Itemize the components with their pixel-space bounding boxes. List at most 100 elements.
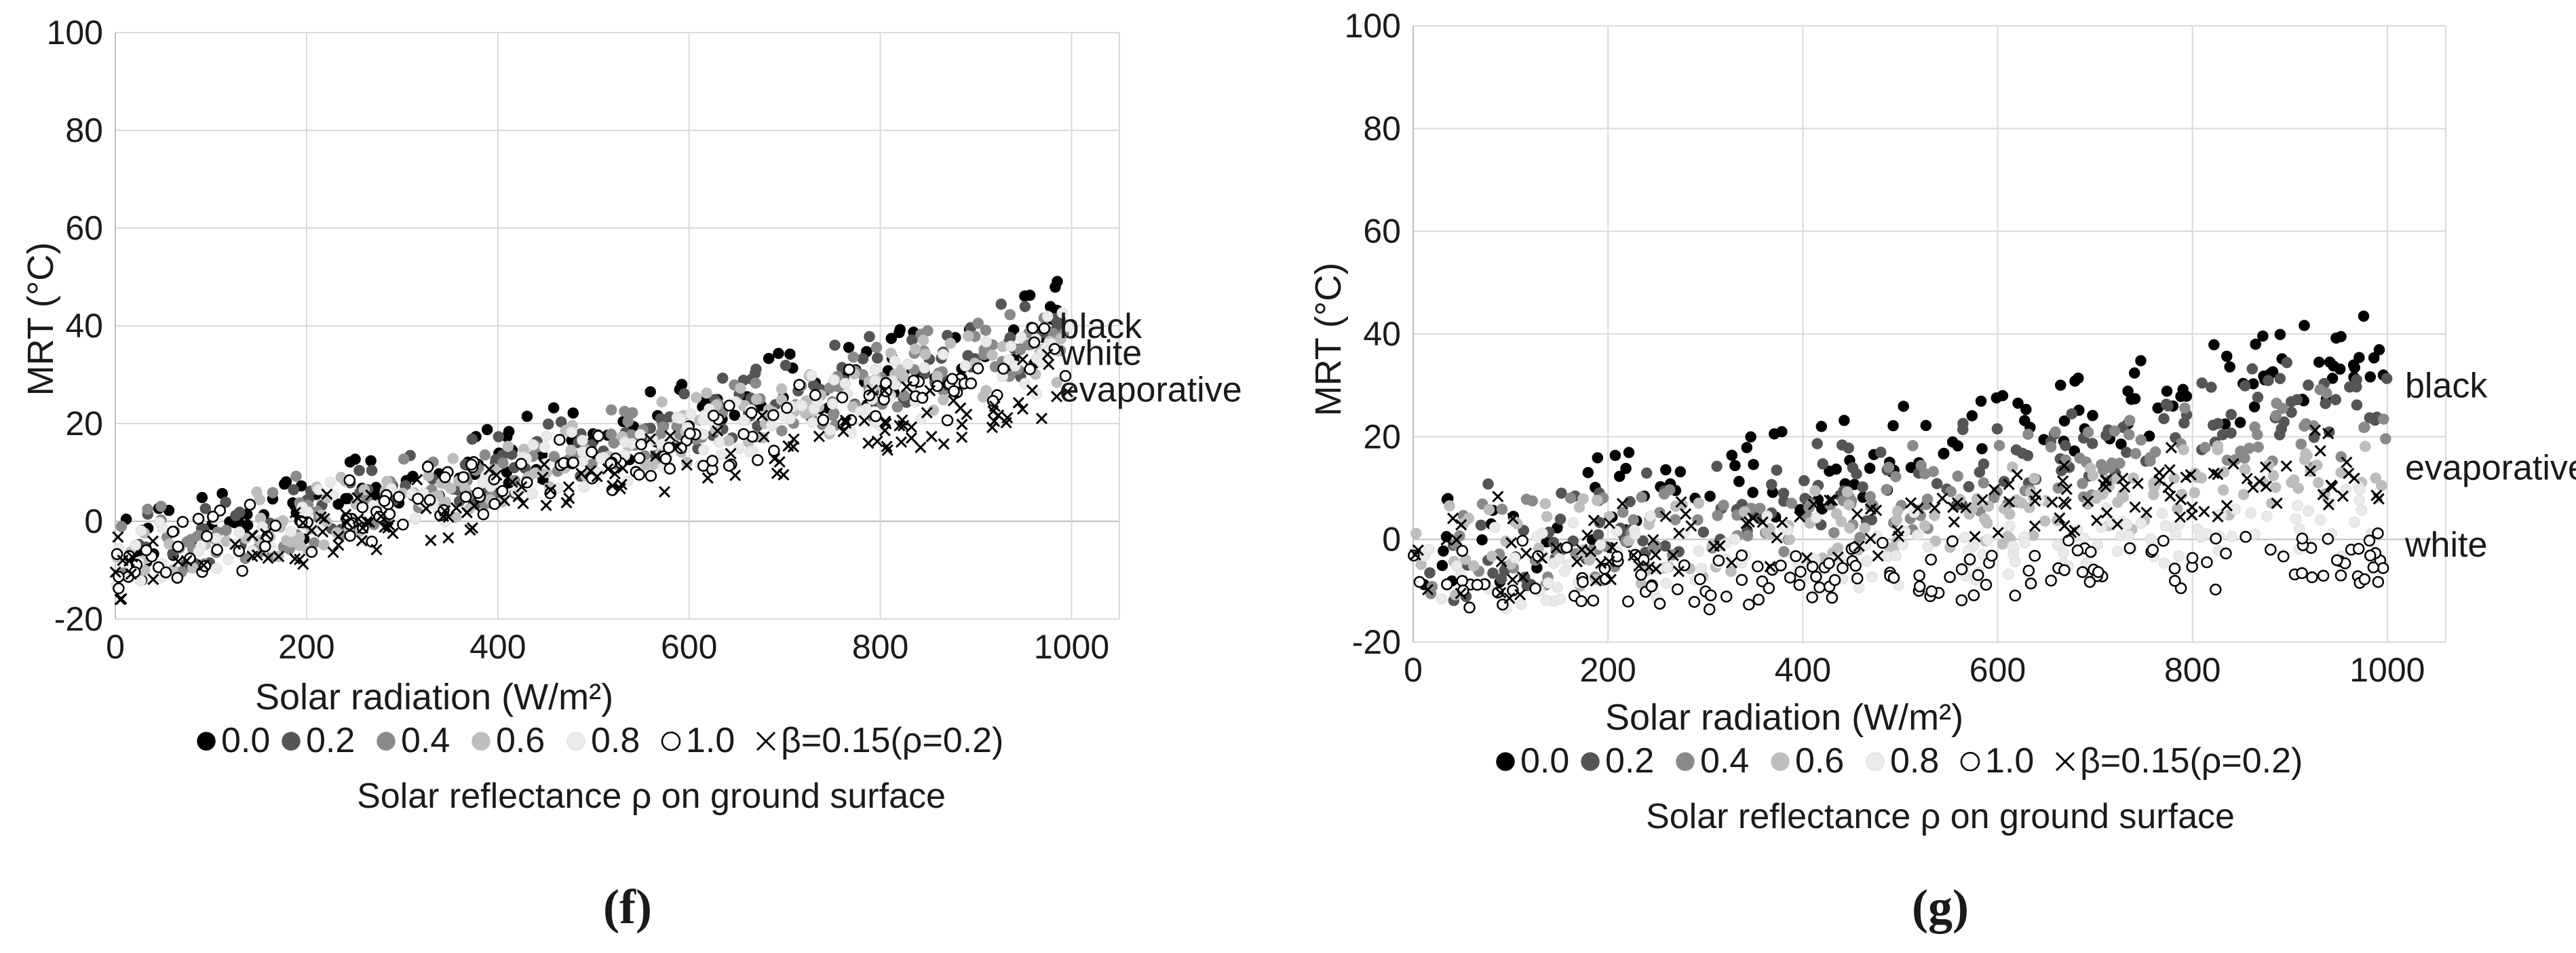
data-point-rho08	[2156, 508, 2168, 519]
data-point-rho10	[931, 379, 944, 392]
data-point-rho00	[1997, 390, 2009, 402]
data-point-beta	[2100, 506, 2113, 519]
data-point-beta	[871, 435, 883, 447]
data-point-beta	[1590, 575, 1602, 587]
data-point-rho04	[2295, 438, 2307, 450]
data-point-beta	[468, 500, 480, 512]
data-point-beta	[925, 430, 938, 443]
data-point-rho10	[1887, 572, 1900, 584]
data-point-rho06	[1929, 535, 1942, 547]
data-point-beta	[2241, 472, 2253, 485]
data-point-rho00	[1440, 531, 1453, 542]
y-tick-label: 60	[1363, 212, 1401, 250]
data-point-rho10	[1413, 576, 1426, 588]
data-point-rho00	[2334, 363, 2346, 375]
data-point-rho00	[1733, 476, 1745, 487]
data-point-rho04	[2074, 452, 2085, 464]
data-point-beta	[1495, 555, 1507, 568]
legend-marker-rho02	[282, 732, 301, 751]
data-point-beta	[327, 546, 339, 559]
data-point-rho02	[829, 339, 841, 351]
legend-label-rho10: 1.0	[1985, 741, 2034, 781]
data-point-rho02	[1963, 481, 1975, 493]
x-axis-title: Solar radiation (W/m²)	[255, 677, 613, 717]
data-point-rho02	[2320, 398, 2331, 409]
data-point-rho10	[585, 446, 598, 458]
data-point-rho10	[1849, 559, 1862, 572]
data-point-rho06	[1410, 527, 1422, 540]
data-point-rho08	[302, 506, 313, 518]
data-point-beta	[2314, 445, 2326, 457]
data-point-rho06	[980, 385, 992, 396]
annotation-black: black	[2405, 367, 2488, 406]
x-tick-label: 800	[852, 628, 908, 666]
data-point-beta	[321, 488, 333, 500]
data-point-beta	[229, 538, 242, 550]
legend-marker-rho10	[661, 731, 681, 751]
data-point-rho06	[1541, 510, 1553, 523]
data-point-rho08	[2290, 512, 2302, 525]
legend-label-rho06: 0.6	[1795, 741, 1844, 781]
data-point-beta	[1756, 516, 1769, 528]
data-point-beta	[2212, 510, 2224, 523]
data-point-beta	[658, 485, 671, 498]
data-point-rho08	[1866, 571, 1878, 583]
data-point-beta	[297, 517, 309, 529]
data-point-beta	[442, 531, 455, 544]
data-point-rho08	[2123, 529, 2135, 542]
data-point-rho00	[278, 478, 290, 490]
data-point-beta	[615, 479, 628, 491]
data-point-rho10	[1826, 591, 1839, 604]
annotation-evaporative: evaporative	[2405, 449, 2576, 488]
data-point-rho10	[393, 491, 405, 503]
data-point-rho04	[2271, 397, 2282, 409]
data-point-beta	[2271, 497, 2283, 509]
data-point-rho00	[332, 498, 344, 510]
data-point-rho08	[1693, 545, 1705, 557]
data-point-rho06	[1843, 499, 1855, 511]
data-point-rho10	[1763, 582, 1775, 595]
data-point-rho00	[1592, 452, 1604, 464]
data-point-beta	[2054, 512, 2066, 524]
data-point-rho08	[827, 398, 839, 410]
data-point-beta	[866, 384, 879, 396]
data-point-beta	[2003, 496, 2016, 508]
data-point-rho06	[647, 458, 659, 470]
data-point-rho04	[1778, 546, 1790, 558]
data-point-beta	[1853, 540, 1865, 553]
data-point-beta	[262, 552, 274, 564]
data-point-rho04	[1828, 527, 1840, 539]
legend-title: Solar reflectance ρ on ground surface	[1646, 797, 2235, 836]
data-point-beta	[905, 432, 918, 444]
data-point-beta	[2164, 464, 2176, 476]
data-point-rho06	[1809, 485, 1821, 497]
data-point-rho00	[1613, 470, 1626, 483]
data-point-beta	[1633, 560, 1645, 572]
data-point-rho00	[365, 455, 377, 467]
y-tick-label: 40	[65, 307, 103, 345]
data-point-beta	[1035, 412, 1048, 425]
data-point-rho10	[1828, 574, 1841, 586]
data-point-rho10	[459, 491, 472, 503]
data-point-beta	[609, 468, 621, 480]
data-point-rho08	[869, 375, 881, 387]
data-point-rho10	[997, 362, 1010, 375]
data-point-rho06	[2172, 503, 2183, 515]
data-point-beta	[112, 531, 124, 543]
data-point-rho08	[210, 532, 222, 544]
data-point-beta	[1673, 527, 1685, 540]
data-point-rho04	[267, 487, 279, 498]
data-point-rho06	[1929, 510, 1940, 521]
data-point-rho10	[2296, 567, 2308, 580]
y-tick-label: 40	[1363, 315, 1401, 353]
data-point-beta	[2153, 466, 2166, 479]
data-point-rho02	[2330, 394, 2342, 406]
data-point-rho06	[1467, 560, 1480, 572]
data-point-rho10	[706, 455, 718, 467]
data-point-rho10	[1913, 569, 1925, 582]
data-point-rho02	[1998, 476, 2010, 487]
annotation-black: black	[1060, 307, 1142, 346]
data-point-beta	[1672, 565, 1685, 578]
data-point-rho10	[1794, 565, 1807, 578]
